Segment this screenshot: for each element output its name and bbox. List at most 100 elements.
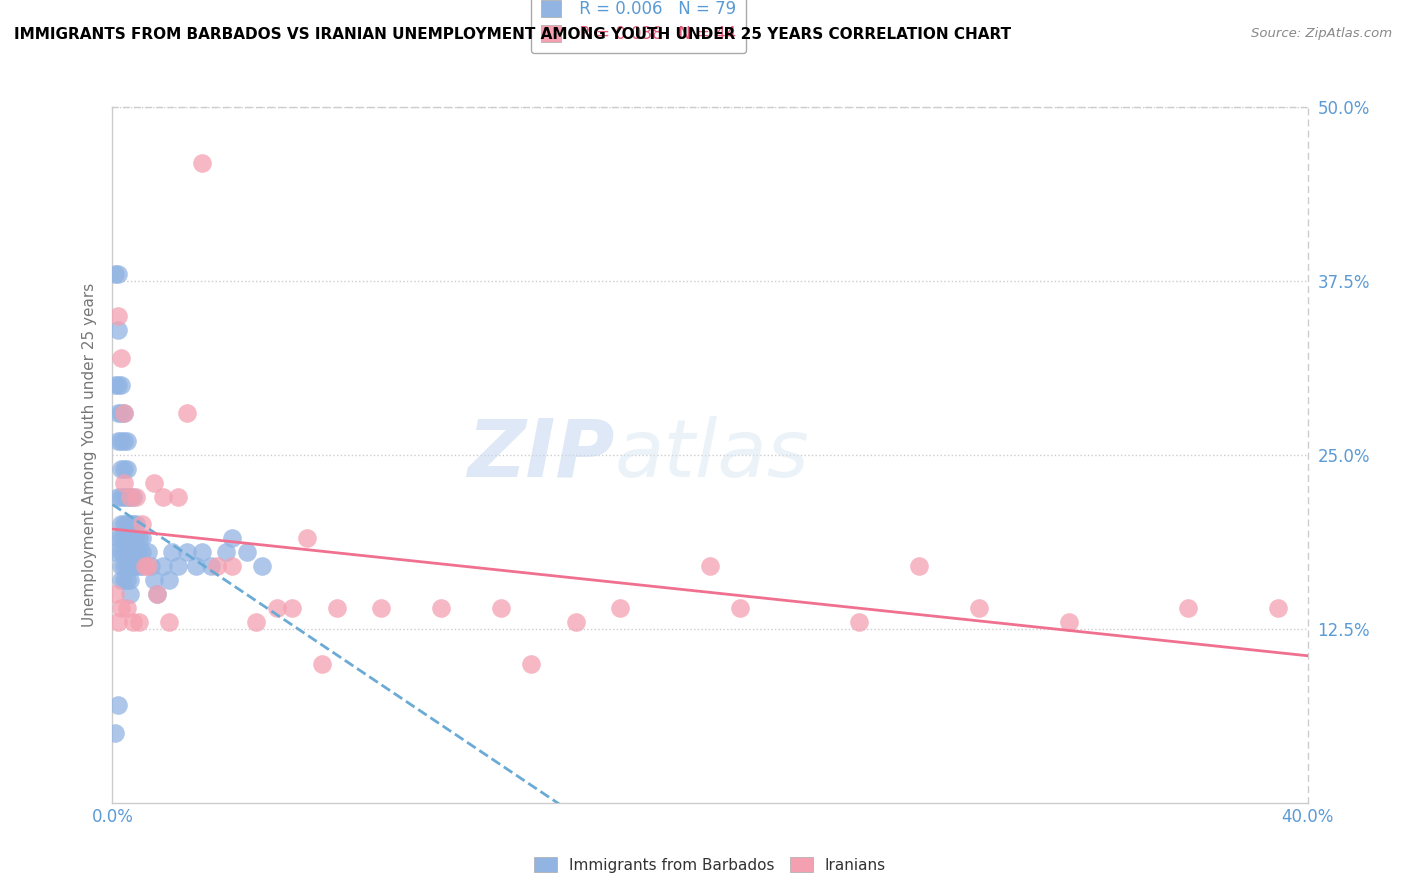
Point (162, 545, 183, 559)
Point (110, 517, 132, 532)
Point (122, 545, 145, 559)
Point (186, 559, 208, 574)
Point (138, 559, 160, 574)
Point (157, 573, 180, 587)
Point (107, 323, 129, 337)
Y-axis label: Unemployment Among Youth under 25 years: Unemployment Among Youth under 25 years (82, 283, 97, 627)
Point (122, 532, 145, 546)
Point (104, 545, 127, 559)
Point (122, 490, 145, 504)
Point (245, 615, 267, 629)
Point (141, 559, 163, 574)
Point (143, 475, 166, 490)
Point (117, 601, 139, 615)
Point (191, 155, 214, 169)
Point (110, 351, 132, 365)
Point (114, 517, 135, 532)
Point (107, 532, 129, 546)
Point (110, 545, 132, 559)
Legend: Immigrants from Barbados, Iranians: Immigrants from Barbados, Iranians (527, 850, 893, 879)
Text: atlas: atlas (614, 416, 810, 494)
Point (114, 490, 135, 504)
Point (266, 601, 288, 615)
Point (221, 532, 243, 546)
Point (117, 517, 139, 532)
Point (125, 532, 148, 546)
Point (110, 532, 132, 546)
Point (117, 434, 139, 448)
Point (122, 615, 145, 629)
Point (143, 573, 166, 587)
Point (125, 545, 148, 559)
Point (564, 615, 586, 629)
Point (215, 545, 238, 559)
Point (120, 490, 142, 504)
Point (110, 490, 132, 504)
Point (125, 559, 148, 574)
Point (114, 406, 135, 420)
Point (114, 434, 135, 448)
Point (131, 517, 153, 532)
Point (138, 545, 160, 559)
Point (122, 517, 145, 532)
Point (128, 545, 150, 559)
Point (114, 545, 135, 559)
Point (107, 406, 129, 420)
Point (295, 532, 318, 546)
Point (157, 615, 180, 629)
Point (110, 434, 132, 448)
Point (200, 559, 222, 574)
Point (107, 378, 129, 392)
Point (110, 559, 132, 574)
Point (125, 490, 148, 504)
Point (848, 615, 870, 629)
Point (146, 587, 169, 601)
Text: IMMIGRANTS FROM BARBADOS VS IRANIAN UNEMPLOYMENT AMONG YOUTH UNDER 25 YEARS CORR: IMMIGRANTS FROM BARBADOS VS IRANIAN UNEM… (14, 27, 1011, 42)
Point (609, 601, 631, 615)
Point (107, 267, 129, 281)
Point (167, 490, 190, 504)
Point (325, 601, 347, 615)
Point (728, 601, 751, 615)
Point (128, 532, 150, 546)
Point (117, 490, 139, 504)
Point (134, 559, 156, 574)
Point (489, 601, 512, 615)
Point (110, 406, 132, 420)
Point (128, 615, 150, 629)
Point (117, 462, 139, 476)
Point (107, 615, 129, 629)
Point (117, 545, 139, 559)
Point (430, 601, 453, 615)
Point (176, 406, 198, 420)
Point (114, 406, 135, 420)
Point (107, 698, 129, 713)
Point (131, 545, 153, 559)
Point (128, 559, 150, 574)
Point (221, 559, 243, 574)
Point (281, 601, 304, 615)
Point (117, 559, 139, 574)
Point (104, 378, 127, 392)
Point (107, 434, 129, 448)
Point (107, 309, 129, 323)
Point (1057, 615, 1080, 629)
Text: Source: ZipAtlas.com: Source: ZipAtlas.com (1251, 27, 1392, 40)
Point (191, 545, 214, 559)
Point (1177, 601, 1199, 615)
Point (520, 657, 543, 671)
Point (205, 559, 228, 574)
Point (250, 559, 273, 574)
Point (908, 559, 931, 574)
Point (120, 559, 142, 574)
Point (699, 559, 721, 574)
Point (114, 532, 135, 546)
Point (120, 517, 142, 532)
Point (176, 545, 198, 559)
Point (1267, 601, 1289, 615)
Point (107, 490, 129, 504)
Point (104, 726, 127, 740)
Point (114, 573, 135, 587)
Point (120, 573, 142, 587)
Text: ZIP: ZIP (467, 416, 614, 494)
